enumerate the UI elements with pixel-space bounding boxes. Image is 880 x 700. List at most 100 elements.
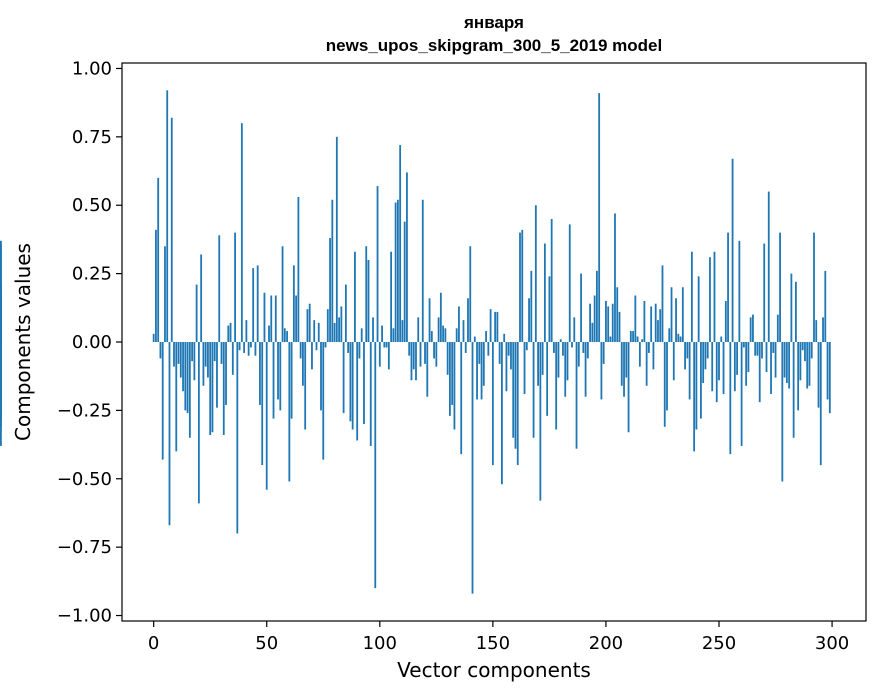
y-axis-label: Components values: [11, 243, 35, 441]
bar: [216, 342, 218, 408]
bar: [512, 342, 515, 438]
bar: [557, 342, 560, 378]
bar: [236, 342, 239, 534]
bar: [292, 265, 295, 342]
bar: [677, 333, 680, 342]
bar: [562, 342, 564, 356]
bar: [772, 342, 775, 353]
bar: [792, 342, 795, 438]
bar: [779, 232, 781, 342]
bar: [367, 259, 370, 342]
x-tick-label: 200: [589, 633, 623, 654]
bar: [609, 336, 612, 342]
bar: [636, 336, 639, 342]
bar: [763, 243, 766, 342]
bar: [197, 342, 200, 504]
bar: [736, 342, 739, 375]
bar: [179, 342, 182, 378]
bar: [828, 342, 831, 414]
bar: [752, 314, 754, 342]
bar: [207, 342, 209, 378]
y-tick-label: −1.00: [57, 606, 112, 627]
bar: [765, 342, 768, 373]
bar: [648, 342, 650, 353]
bar: [586, 342, 589, 359]
bar: [704, 342, 707, 370]
x-tick-label: 300: [815, 633, 849, 654]
bar: [690, 251, 693, 342]
bar: [170, 117, 173, 343]
bar: [623, 342, 625, 397]
bar: [392, 328, 395, 342]
bar: [182, 342, 184, 392]
bar: [202, 342, 205, 386]
bar: [525, 342, 528, 351]
bar: [577, 342, 580, 367]
bar: [584, 342, 587, 397]
bar: [620, 342, 623, 386]
bar: [785, 342, 788, 384]
bar: [324, 342, 327, 348]
bar: [428, 298, 431, 342]
bar: [304, 342, 307, 430]
bar: [663, 342, 666, 427]
bar: [503, 333, 506, 342]
bar: [632, 331, 634, 342]
bar: [227, 325, 230, 342]
bar: [256, 265, 259, 342]
bar: [467, 298, 469, 342]
bar: [365, 246, 368, 342]
bar: [240, 123, 243, 343]
bar: [799, 342, 802, 381]
y-tick-label: 0.00: [72, 332, 112, 353]
bar: [709, 257, 711, 342]
bar: [173, 342, 175, 367]
bar: [415, 342, 417, 381]
y-tick-label: 0.50: [72, 195, 112, 216]
bar: [218, 235, 221, 342]
bar: [487, 342, 490, 356]
bar: [824, 270, 827, 342]
bar: [213, 342, 216, 362]
bar: [681, 287, 684, 342]
bar: [539, 342, 542, 501]
bar: [265, 342, 268, 490]
bar: [399, 145, 402, 342]
bar: [616, 287, 619, 342]
bar: [505, 342, 508, 392]
bar: [458, 306, 460, 342]
bar: [602, 342, 605, 364]
bar: [695, 342, 698, 430]
bar: [177, 342, 180, 364]
bar: [288, 342, 291, 482]
bar: [794, 281, 797, 342]
bar: [356, 342, 359, 441]
bar: [449, 342, 451, 416]
bar: [713, 251, 716, 342]
bar: [342, 342, 345, 414]
bar: [220, 342, 223, 364]
bar: [473, 336, 476, 342]
bar: [424, 342, 426, 364]
bar: [514, 342, 517, 449]
bar: [817, 342, 820, 408]
bar: [659, 309, 662, 342]
bar: [507, 342, 510, 356]
bar: [482, 342, 485, 386]
bar: [819, 342, 822, 466]
bar: [745, 342, 748, 386]
bar: [374, 342, 377, 589]
bar: [349, 342, 352, 422]
bar: [155, 229, 157, 342]
x-tick-label: 150: [476, 633, 510, 654]
bar: [372, 317, 374, 342]
bar: [299, 342, 302, 359]
bar: [566, 342, 569, 381]
bar: [234, 232, 236, 342]
bar: [720, 336, 723, 342]
bar: [261, 342, 264, 466]
bar: [718, 342, 720, 381]
bar: [387, 342, 390, 370]
bar: [225, 342, 227, 405]
bar: [747, 342, 750, 373]
